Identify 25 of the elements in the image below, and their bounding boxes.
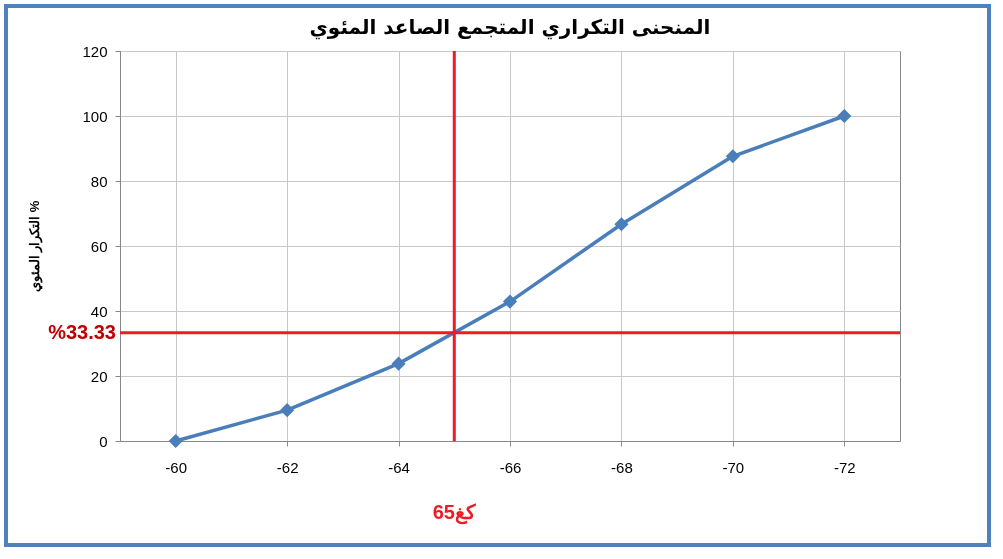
x-tick-label: -66: [499, 458, 522, 476]
x-tick-label: -68: [611, 458, 633, 476]
point: [725, 149, 740, 164]
y-tick-label: 0: [99, 432, 108, 450]
ref-line-label: %33.33: [48, 320, 116, 343]
x-tick-label: -62: [276, 458, 299, 476]
y-axis-title: التكرار المئوي %: [27, 200, 44, 293]
y-tick-label: 20: [90, 367, 108, 385]
y-tick-label: 100: [82, 107, 108, 125]
y-tick-label: 120: [82, 42, 108, 60]
point: [502, 294, 518, 309]
point: [168, 433, 183, 449]
y-tick-label: 40: [90, 302, 108, 320]
point: [614, 217, 629, 232]
x-tick-label: -70: [722, 458, 745, 476]
point: [391, 356, 406, 371]
y-tick-label: 60: [90, 237, 108, 255]
x-tick-label: -60: [165, 458, 188, 476]
point: [837, 108, 852, 124]
ref-line-label: 65كغ: [432, 501, 476, 525]
point: [280, 403, 295, 418]
y-tick-label: 80: [90, 172, 108, 190]
x-tick-label: -64: [388, 458, 410, 476]
x-tick-label: -72: [833, 458, 856, 476]
chart-title: المنحنى التكراري المتجمع الصاعد المئوي: [309, 15, 711, 40]
